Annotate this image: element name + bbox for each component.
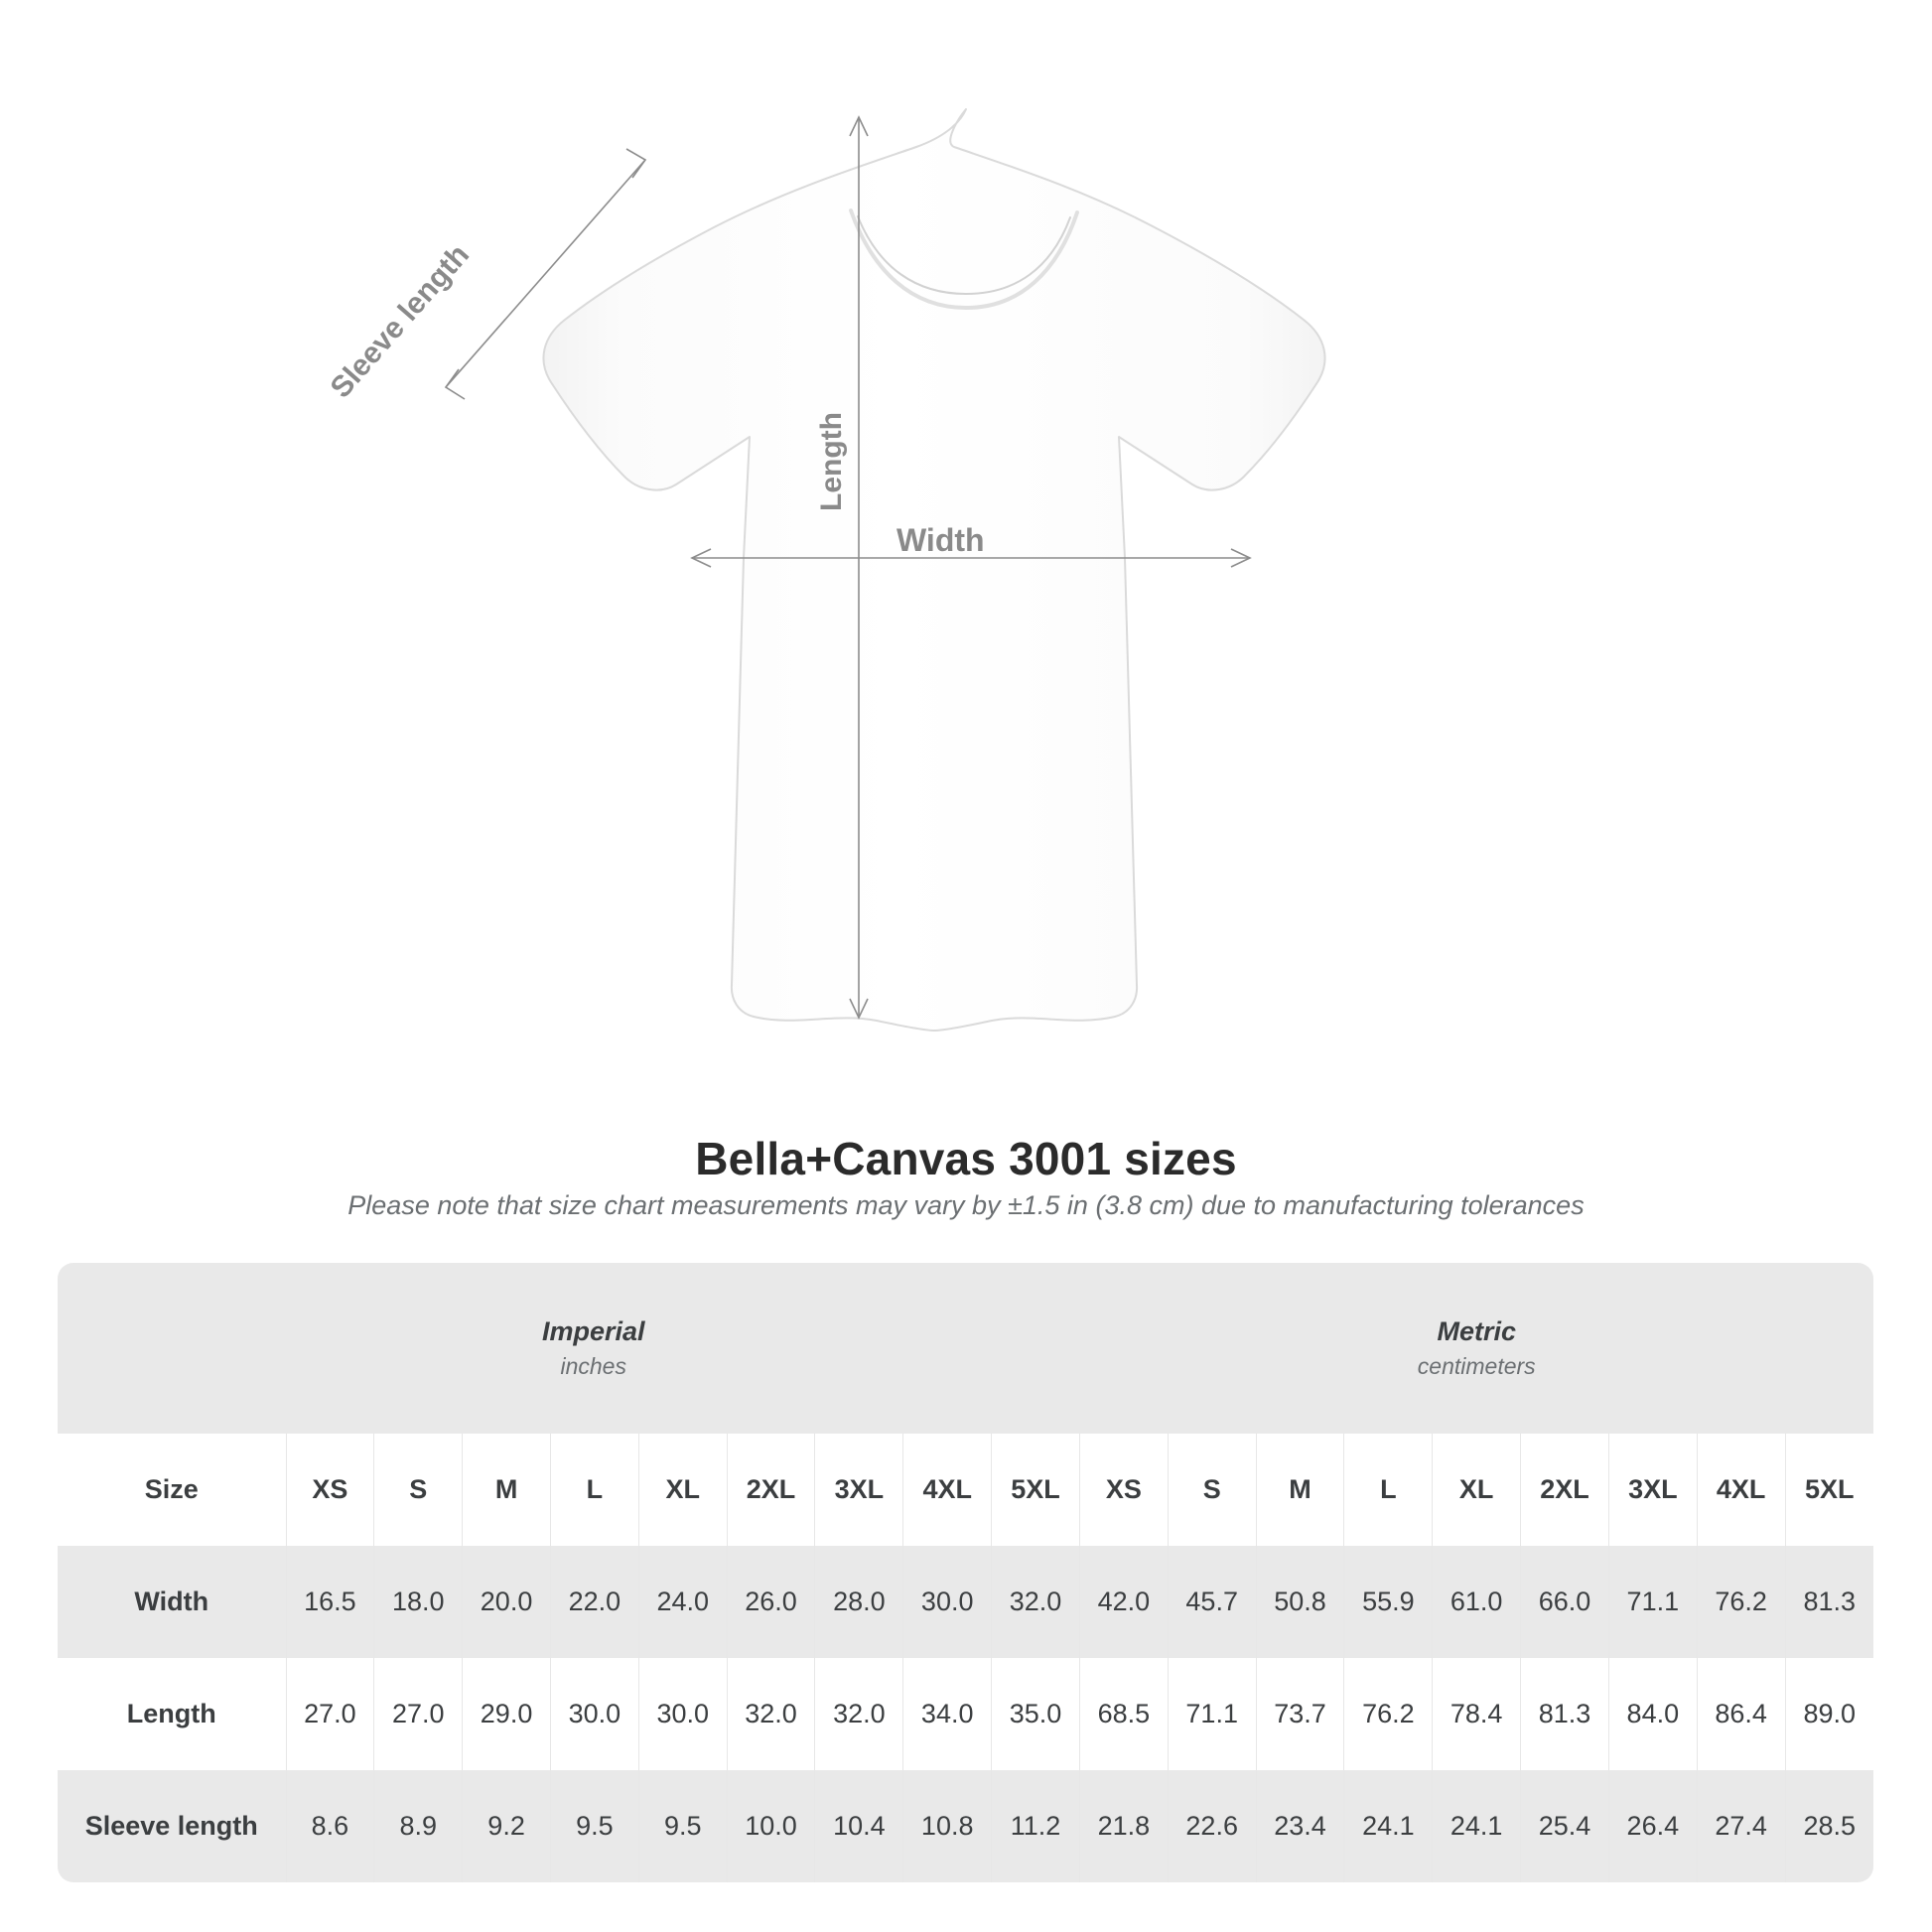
svg-text:Width: Width xyxy=(897,522,985,558)
svg-text:Length: Length xyxy=(815,412,848,511)
